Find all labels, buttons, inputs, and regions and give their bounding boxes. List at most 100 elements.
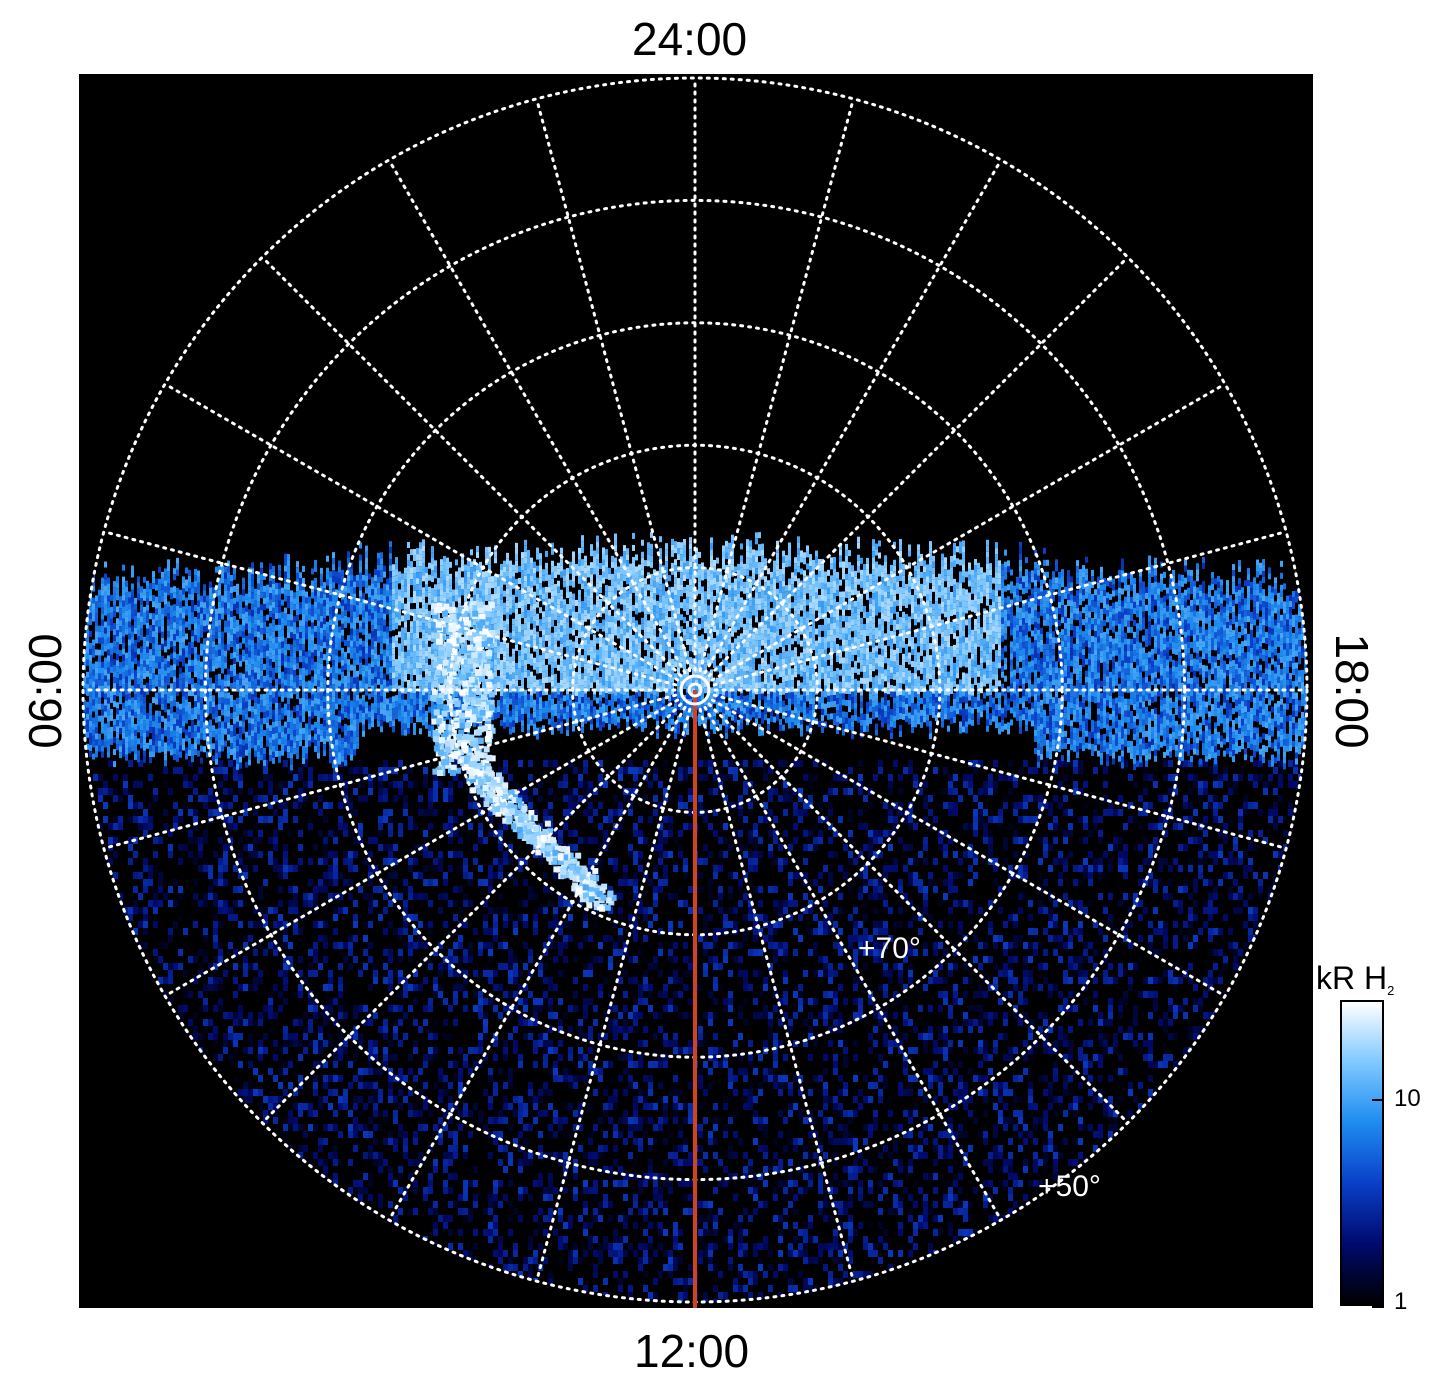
noise-pixel: [768, 1019, 773, 1026]
noise-pixel: [413, 1019, 418, 1026]
noise-pixel: [623, 1019, 628, 1026]
noise-pixel: [218, 837, 223, 844]
noise-pixel: [403, 1152, 408, 1159]
noise-pixel: [838, 949, 843, 956]
noise-pixel: [203, 795, 208, 802]
noise-pixel: [908, 921, 913, 928]
noise-pixel: [1043, 767, 1048, 774]
noise-pixel: [858, 1180, 863, 1187]
noise-pixel: [948, 1054, 953, 1061]
noise-pixel: [513, 1026, 518, 1033]
noise-pixel: [608, 991, 613, 998]
noise-pixel: [238, 886, 243, 893]
noise-pixel: [1288, 802, 1293, 809]
noise-pixel: [518, 865, 523, 872]
noise-pixel: [1178, 886, 1183, 893]
noise-pixel: [1198, 928, 1203, 935]
noise-pixel: [443, 900, 448, 907]
noise-pixel: [233, 774, 238, 781]
noise-pixel: [518, 1012, 523, 1019]
noise-pixel: [1223, 963, 1228, 970]
noise-pixel: [1168, 802, 1173, 809]
noise-pixel: [813, 1075, 818, 1082]
noise-pixel: [1178, 865, 1183, 872]
noise-pixel: [1193, 935, 1198, 942]
noise-pixel: [798, 1117, 803, 1124]
noise-pixel: [428, 1005, 433, 1012]
noise-pixel: [493, 914, 498, 921]
noise-pixel: [723, 921, 728, 928]
noise-pixel: [423, 865, 428, 872]
noise-pixel: [323, 1082, 328, 1089]
noise-pixel: [1203, 879, 1208, 886]
noise-pixel: [1213, 977, 1218, 984]
noise-pixel: [288, 956, 293, 963]
noise-pixel: [628, 1012, 633, 1019]
noise-pixel: [1063, 893, 1068, 900]
noise-pixel: [683, 1047, 688, 1054]
noise-pixel: [573, 844, 578, 851]
noise-pixel: [763, 1075, 768, 1082]
noise-pixel: [438, 851, 443, 858]
noise-pixel: [143, 809, 148, 816]
noise-pixel: [483, 900, 488, 907]
noise-pixel: [768, 1012, 773, 1019]
noise-pixel: [718, 865, 723, 872]
noise-pixel: [1113, 977, 1118, 984]
noise-pixel: [1213, 949, 1218, 956]
noise-pixel: [673, 837, 678, 844]
noise-pixel: [653, 1138, 658, 1145]
noise-pixel: [753, 830, 758, 837]
noise-pixel: [728, 907, 733, 914]
noise-pixel: [773, 1075, 778, 1082]
noise-pixel: [1093, 1096, 1098, 1103]
noise-pixel: [893, 760, 898, 767]
noise-pixel: [778, 1152, 783, 1159]
noise-pixel: [463, 1005, 468, 1012]
noise-pixel: [588, 970, 593, 977]
noise-pixel: [403, 774, 408, 781]
noise-pixel: [538, 1089, 543, 1096]
noise-pixel: [368, 1145, 373, 1152]
noise-pixel: [633, 872, 638, 879]
noise-pixel: [653, 1180, 658, 1187]
noise-pixel: [1278, 767, 1283, 774]
noise-pixel: [518, 760, 523, 767]
noise-pixel: [713, 1061, 718, 1068]
noise-pixel: [98, 795, 103, 802]
noise-pixel: [1038, 858, 1043, 865]
noise-pixel: [1218, 977, 1223, 984]
noise-pixel: [548, 886, 553, 893]
noise-pixel: [508, 956, 513, 963]
noise-pixel: [288, 886, 293, 893]
noise-pixel: [1093, 1089, 1098, 1096]
noise-pixel: [633, 1096, 638, 1103]
noise-pixel: [763, 935, 768, 942]
noise-pixel: [443, 795, 448, 802]
noise-pixel: [1043, 1145, 1048, 1152]
noise-pixel: [158, 977, 163, 984]
noise-pixel: [788, 1110, 793, 1117]
noise-pixel: [388, 984, 393, 991]
noise-pixel: [218, 1040, 223, 1047]
noise-pixel: [168, 928, 173, 935]
noise-pixel: [728, 767, 733, 774]
noise-pixel: [848, 767, 853, 774]
noise-pixel: [983, 1012, 988, 1019]
noise-pixel: [938, 991, 943, 998]
noise-pixel: [278, 802, 283, 809]
noise-pixel: [93, 774, 98, 781]
noise-pixel: [973, 1075, 978, 1082]
noise-pixel: [498, 1117, 503, 1124]
noise-pixel: [1118, 865, 1123, 872]
noise-pixel: [1263, 872, 1268, 879]
noise-pixel: [488, 1096, 493, 1103]
noise-pixel: [258, 977, 263, 984]
noise-pixel: [348, 1131, 353, 1138]
noise-pixel: [388, 1005, 393, 1012]
noise-pixel: [453, 900, 458, 907]
noise-pixel: [828, 837, 833, 844]
noise-pixel: [263, 1012, 268, 1019]
noise-pixel: [743, 816, 748, 823]
noise-pixel: [948, 1138, 953, 1145]
